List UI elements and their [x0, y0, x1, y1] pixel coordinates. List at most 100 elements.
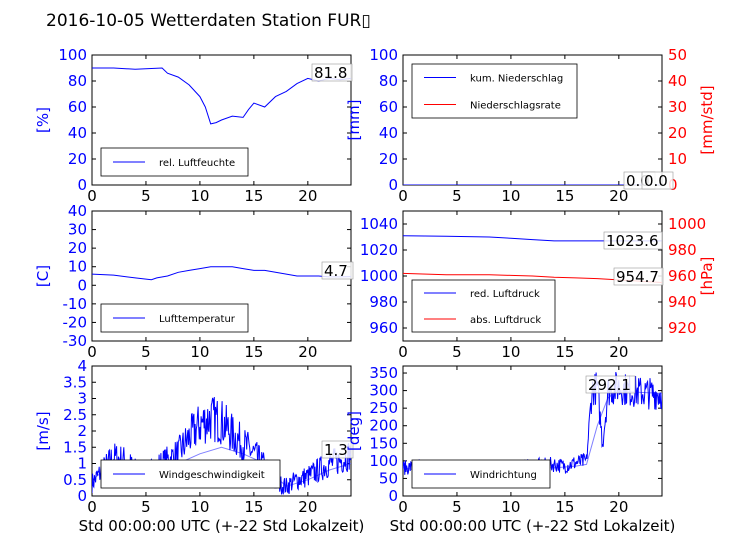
current-value: 292.1 — [588, 376, 631, 394]
legend-label: Niederschlagsrate — [470, 101, 561, 112]
legend-box — [100, 147, 249, 177]
x-tick-label: 10 — [190, 498, 209, 516]
y-tick-label: 150 — [369, 434, 398, 452]
y-tick-label: 10 — [68, 258, 87, 276]
y-tick-label: 100 — [58, 46, 87, 64]
x-tick-label: 5 — [141, 343, 151, 361]
y-tick-label: 20 — [68, 150, 87, 168]
y-axis-label: [C] — [34, 265, 52, 287]
y-tick-label: 80 — [379, 72, 398, 90]
y-tick-label: 0 — [77, 176, 87, 194]
y-tick-label: 2 — [77, 422, 87, 440]
x-tick-label: 0 — [87, 187, 97, 205]
legend-label: Lufttemperatur — [159, 314, 236, 325]
y-tick-label: 60 — [68, 98, 87, 116]
legend-label: Windgeschwindigkeit — [159, 470, 265, 481]
y-tick-label: 3 — [77, 390, 87, 408]
x-tick-label: 20 — [298, 187, 317, 205]
y-tick-label-right: 10 — [668, 150, 687, 168]
y-tick-label: 40 — [68, 124, 87, 142]
y-tick-label: 1 — [77, 455, 87, 473]
y-tick-label-right: 960 — [668, 267, 697, 285]
y-axis-label-right: [hPa] — [698, 257, 716, 296]
current-value-2-box — [613, 267, 664, 286]
y-tick-label: 50 — [379, 469, 398, 487]
current-value: 4.7 — [324, 262, 348, 280]
y-tick-label-right: 940 — [668, 293, 697, 311]
x-tick-label: 5 — [141, 498, 151, 516]
current-value: 1023.6 — [606, 232, 659, 250]
x-tick-label: 15 — [555, 343, 574, 361]
series-group — [92, 266, 351, 281]
y-tick-label: 0 — [388, 487, 398, 505]
x-tick-label: 10 — [501, 187, 520, 205]
current-value-box — [321, 261, 354, 280]
legend-box — [411, 279, 556, 333]
legend: rel. Luftfeuchte — [100, 147, 249, 177]
series-line — [92, 266, 351, 281]
y-tick-label-right: 50 — [668, 46, 687, 64]
y-tick-label: 4 — [77, 357, 87, 375]
x-tick-label: 0 — [87, 498, 97, 516]
y-tick-label: -20 — [63, 313, 88, 331]
y-tick-label: 100 — [369, 46, 398, 64]
current-value: 1.3 — [324, 441, 348, 459]
x-tick-label: 20 — [609, 343, 628, 361]
legend-label: abs. Luftdruck — [470, 315, 541, 326]
y-tick-label: -10 — [63, 295, 88, 313]
current-value: 81.8 — [314, 64, 347, 82]
y-tick-label: 30 — [68, 221, 87, 239]
legend-box — [411, 63, 578, 119]
legend: Windrichtung — [411, 459, 551, 489]
x-tick-label: 15 — [244, 343, 263, 361]
legend-label: Windrichtung — [470, 470, 537, 481]
legend-label: rel. Luftfeuchte — [159, 158, 235, 169]
series-line — [92, 67, 351, 125]
current-value-2-box — [641, 171, 674, 190]
panel-wind_speed: 0 5 10 15 20 00.511.522.533.54 [m/s] Std 00:00:… — [34, 357, 364, 535]
y-tick-label: 250 — [369, 399, 398, 417]
y-tick-label-right: 40 — [668, 72, 687, 90]
x-axis-label: Std 00:00:00 UTC (+-22 Std Lokalzeit) — [79, 517, 365, 535]
x-tick-label: 0 — [87, 343, 97, 361]
x-tick-label: 5 — [141, 187, 151, 205]
current-value-box — [321, 440, 354, 459]
y-tick-label-right: 1000 — [668, 215, 706, 233]
y-axis-label: [deg] — [345, 411, 363, 451]
y-tick-label: 980 — [369, 293, 398, 311]
x-tick-label: 15 — [244, 187, 263, 205]
y-tick-label: 1000 — [360, 267, 398, 285]
panel-precipitation: 0510152002040608010001020304050[mm][mm/s… — [345, 46, 716, 205]
y-tick-label: 20 — [68, 239, 87, 257]
x-tick-label: 5 — [452, 343, 462, 361]
x-axis-label: Std 00:00:00 UTC (+-22 Std Lokalzeit) — [390, 517, 676, 535]
current-value-box — [311, 63, 353, 82]
y-tick-label: 0.5 — [63, 471, 87, 489]
legend: Lufttemperatur — [100, 303, 249, 333]
y-tick-label: 0 — [77, 487, 87, 505]
series-line — [92, 396, 351, 495]
x-tick-label: 10 — [190, 343, 209, 361]
y-tick-label: -30 — [63, 332, 88, 350]
y-tick-label: 40 — [379, 124, 398, 142]
x-tick-label: 0 — [398, 498, 408, 516]
panel-pressure: 0 5 10 15 20 960 980 1000 1020 1040 920 940 960 980 10… — [360, 210, 716, 361]
x-tick-label: 15 — [555, 498, 574, 516]
y-axis-label: [m/s] — [34, 411, 52, 450]
legend: Windgeschwindigkeit — [100, 459, 281, 489]
y-tick-label: 3.5 — [63, 373, 87, 391]
x-tick-label: 5 — [452, 498, 462, 516]
y-tick-label: 1040 — [360, 215, 398, 233]
legend-label: red. Luftdruck — [470, 289, 540, 300]
x-tick-label: 5 — [452, 187, 462, 205]
series-group — [92, 67, 351, 125]
x-tick-label: 10 — [501, 343, 520, 361]
y-tick-label: 350 — [369, 364, 398, 382]
legend-label: kum. Niederschlag — [470, 74, 563, 85]
y-tick-label: 200 — [369, 417, 398, 435]
y-axis-label: [mm] — [345, 100, 363, 141]
x-tick-label: 20 — [609, 498, 628, 516]
